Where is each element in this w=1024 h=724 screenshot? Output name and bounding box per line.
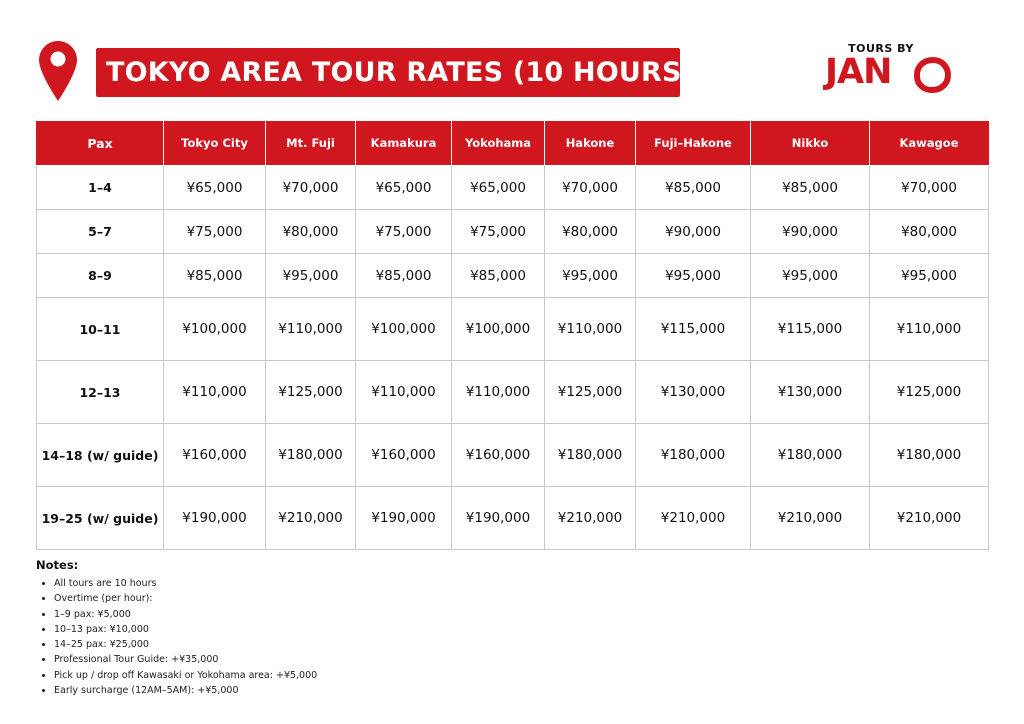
rate-cell: ¥180,000	[635, 423, 751, 487]
rate-cell: ¥190,000	[355, 486, 452, 550]
rate-cell: ¥130,000	[750, 360, 870, 424]
rate-cell: ¥80,000	[544, 209, 636, 254]
column-header-kawagoe: Kawagoe	[869, 121, 989, 166]
rate-cell: ¥85,000	[163, 253, 266, 298]
rate-cell: ¥70,000	[265, 165, 356, 210]
rate-cell: ¥180,000	[544, 423, 636, 487]
rate-cell: ¥130,000	[635, 360, 751, 424]
rate-cell: ¥65,000	[355, 165, 452, 210]
column-header-kamakura: Kamakura	[355, 121, 452, 166]
column-header-hakone: Hakone	[544, 121, 636, 166]
list-item: Pick up / drop off Kawasaki or Yokohama …	[54, 668, 317, 683]
rate-cell: ¥210,000	[544, 486, 636, 550]
rate-cell: ¥95,000	[869, 253, 989, 298]
rate-cell: ¥210,000	[750, 486, 870, 550]
rate-cell: ¥210,000	[869, 486, 989, 550]
rate-cell: ¥210,000	[635, 486, 751, 550]
rate-cell: ¥190,000	[163, 486, 266, 550]
logo-top-text: TOURS BY	[848, 42, 914, 55]
rate-cell: ¥70,000	[544, 165, 636, 210]
rate-cell: ¥160,000	[163, 423, 266, 487]
table-row: 1–4 ¥65,000 ¥70,000 ¥65,000 ¥65,000 ¥70,…	[36, 165, 989, 210]
rate-cell: ¥80,000	[265, 209, 356, 254]
rate-cell: ¥95,000	[265, 253, 356, 298]
list-item: Early surcharge (12AM–5AM): +¥5,000	[54, 683, 317, 698]
table-row: 5–7 ¥75,000 ¥80,000 ¥75,000 ¥75,000 ¥80,…	[36, 209, 989, 254]
rate-cell: ¥85,000	[750, 165, 870, 210]
list-item: Overtime (per hour):	[54, 591, 317, 606]
table-header-row: Pax Tokyo City Mt. Fuji Kamakura Yokoham…	[36, 121, 989, 166]
rate-cell: ¥95,000	[544, 253, 636, 298]
column-header-mt-fuji: Mt. Fuji	[265, 121, 356, 166]
tours-by-jano-logo: TOURS BY JAN	[825, 42, 951, 94]
rate-cell: ¥75,000	[451, 209, 545, 254]
rate-cell: ¥90,000	[750, 209, 870, 254]
rate-cell: ¥100,000	[451, 297, 545, 361]
table-row: 12–13 ¥110,000 ¥125,000 ¥110,000 ¥110,00…	[36, 360, 989, 424]
rate-cell: ¥70,000	[869, 165, 989, 210]
rate-cell: ¥110,000	[544, 297, 636, 361]
list-item: Professional Tour Guide: +¥35,000	[54, 652, 317, 667]
rate-cell: ¥80,000	[869, 209, 989, 254]
notes-title: Notes:	[36, 558, 79, 572]
map-pin-icon	[39, 41, 77, 101]
rate-cell: ¥65,000	[163, 165, 266, 210]
list-item: 1–9 pax: ¥5,000	[54, 607, 317, 622]
rate-cell: ¥100,000	[355, 297, 452, 361]
list-item: All tours are 10 hours	[54, 576, 317, 591]
rate-cell: ¥115,000	[635, 297, 751, 361]
rate-cell: ¥180,000	[265, 423, 356, 487]
rate-cell: ¥100,000	[163, 297, 266, 361]
column-header-yokohama: Yokohama	[451, 121, 545, 166]
rate-cell: ¥85,000	[451, 253, 545, 298]
rate-cell: ¥65,000	[451, 165, 545, 210]
rate-cell: ¥180,000	[750, 423, 870, 487]
rate-cell: ¥110,000	[869, 297, 989, 361]
column-header-pax: Pax	[36, 121, 164, 166]
rate-cell: ¥75,000	[355, 209, 452, 254]
table-row: 14–18 (w/ guide) ¥160,000 ¥180,000 ¥160,…	[36, 423, 989, 487]
table-row: 10–11 ¥100,000 ¥110,000 ¥100,000 ¥100,00…	[36, 297, 989, 361]
logo-main-text: JAN	[825, 52, 892, 92]
notes-section: Notes: All tours are 10 hours Overtime (…	[36, 558, 317, 698]
pax-cell: 1–4	[36, 165, 164, 210]
list-item: 10–13 pax: ¥10,000	[54, 622, 317, 637]
column-header-nikko: Nikko	[750, 121, 870, 166]
list-item: 14–25 pax: ¥25,000	[54, 637, 317, 652]
page-title: TOKYO AREA TOUR RATES (10 HOURS)	[96, 48, 694, 97]
rate-cell: ¥110,000	[265, 297, 356, 361]
pax-cell: 10–11	[36, 297, 164, 361]
rate-cell: ¥95,000	[635, 253, 751, 298]
table-row: 19–25 (w/ guide) ¥190,000 ¥210,000 ¥190,…	[36, 486, 989, 550]
rate-cell: ¥180,000	[869, 423, 989, 487]
column-header-tokyo-city: Tokyo City	[163, 121, 266, 166]
rate-cell: ¥85,000	[355, 253, 452, 298]
rate-cell: ¥125,000	[265, 360, 356, 424]
rate-cell: ¥90,000	[635, 209, 751, 254]
pax-cell: 12–13	[36, 360, 164, 424]
rate-cell: ¥160,000	[451, 423, 545, 487]
pax-cell: 14–18 (w/ guide)	[36, 423, 164, 487]
pax-cell: 19–25 (w/ guide)	[36, 486, 164, 550]
rates-table: Pax Tokyo City Mt. Fuji Kamakura Yokoham…	[36, 121, 989, 550]
pax-cell: 5–7	[36, 209, 164, 254]
rate-cell: ¥110,000	[451, 360, 545, 424]
rate-cell: ¥110,000	[163, 360, 266, 424]
column-header-fuji-hakone: Fuji–Hakone	[635, 121, 751, 166]
pax-cell: 8–9	[36, 253, 164, 298]
rate-cell: ¥190,000	[451, 486, 545, 550]
rate-cell: ¥160,000	[355, 423, 452, 487]
rate-cell: ¥110,000	[355, 360, 452, 424]
table-row: 8–9 ¥85,000 ¥95,000 ¥85,000 ¥85,000 ¥95,…	[36, 253, 989, 298]
rate-cell: ¥95,000	[750, 253, 870, 298]
rate-cell: ¥115,000	[750, 297, 870, 361]
rate-cell: ¥85,000	[635, 165, 751, 210]
logo-ring-icon	[914, 57, 951, 93]
rate-cell: ¥210,000	[265, 486, 356, 550]
notes-list: All tours are 10 hours Overtime (per hou…	[36, 576, 317, 698]
rate-cell: ¥75,000	[163, 209, 266, 254]
rate-cell: ¥125,000	[544, 360, 636, 424]
rate-cell: ¥125,000	[869, 360, 989, 424]
